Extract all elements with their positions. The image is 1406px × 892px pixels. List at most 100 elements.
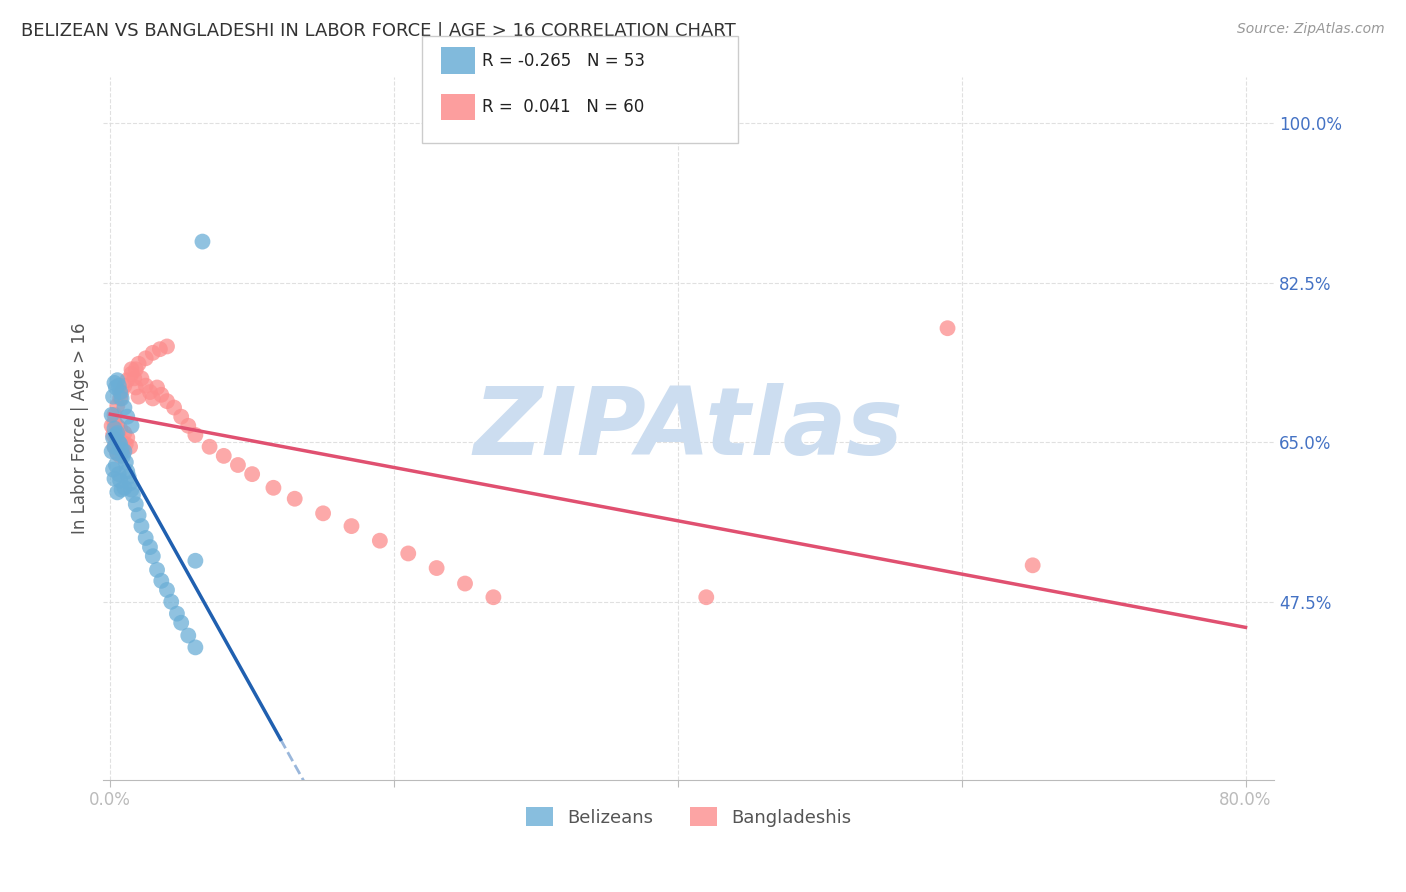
Point [121,483,143,497]
Point [482,591,505,605]
Point [695,591,717,605]
Point [117,464,139,478]
Point [396,546,419,560]
Point [104,426,127,441]
Point [103,440,125,454]
Point [110,442,132,457]
Point [125,362,148,376]
Point [121,362,143,376]
Point [110,483,132,497]
Point [368,533,391,548]
Point [114,437,136,451]
Point [284,491,307,506]
Point [139,540,162,554]
Point [104,428,127,442]
Point [107,431,129,445]
Point [226,458,249,472]
Point [101,428,124,442]
Point [100,408,122,422]
Point [100,444,122,458]
Point [312,506,335,520]
Point [108,449,131,463]
Point [105,485,128,500]
Point [150,388,173,402]
Legend: Belizeans, Bangladeshis: Belizeans, Bangladeshis [519,800,859,834]
Point [103,408,125,422]
Point [125,380,148,394]
Point [212,449,235,463]
Point [100,418,122,433]
Point [936,321,959,335]
Point [135,531,157,545]
Point [163,401,186,415]
Point [103,440,125,454]
Point [103,376,125,390]
Point [262,481,284,495]
Point [120,440,142,454]
Point [170,409,193,424]
Point [117,431,139,445]
Point [122,488,145,502]
Point [135,351,157,366]
Point [108,437,131,451]
Point [112,444,135,458]
Point [103,421,125,435]
Point [117,373,139,387]
Point [149,342,172,356]
Point [184,428,207,442]
Point [117,409,139,424]
Point [112,401,135,415]
Point [128,508,150,523]
Point [112,481,135,495]
Point [105,418,128,433]
Point [105,426,128,441]
Point [108,385,131,400]
Point [426,561,449,575]
Point [170,615,193,630]
Text: R =  0.041   N = 60: R = 0.041 N = 60 [482,98,644,116]
Point [128,390,150,404]
Point [340,519,363,533]
Point [135,378,157,392]
Point [101,462,124,476]
Point [108,392,131,406]
Y-axis label: In Labor Force | Age > 16: In Labor Force | Age > 16 [72,323,89,534]
Point [139,385,162,400]
Point [142,346,165,360]
Point [108,421,131,435]
Point [191,235,214,249]
Text: R = -0.265   N = 53: R = -0.265 N = 53 [482,52,645,70]
Point [156,394,179,409]
Text: BELIZEAN VS BANGLADESHI IN LABOR FORCE | AGE > 16 CORRELATION CHART: BELIZEAN VS BANGLADESHI IN LABOR FORCE |… [21,22,735,40]
Point [121,367,143,381]
Point [454,576,477,591]
Point [107,467,129,482]
Point [112,378,135,392]
Point [131,519,153,533]
Text: ZIPAtlas: ZIPAtlas [474,383,904,475]
Point [121,418,143,433]
Point [120,476,142,491]
Point [104,458,127,472]
Point [107,435,129,450]
Point [103,415,125,429]
Point [131,371,153,385]
Point [184,640,207,655]
Point [184,554,207,568]
Point [198,440,221,454]
Point [105,373,128,387]
Point [177,418,200,433]
Point [156,339,179,353]
Point [142,549,165,564]
Point [1021,558,1043,573]
Point [125,497,148,511]
Point [101,390,124,404]
Point [114,455,136,469]
Point [240,467,263,482]
Point [111,442,134,457]
Point [128,357,150,371]
Point [110,392,132,406]
Point [107,378,129,392]
Point [166,607,188,621]
Point [105,446,128,460]
